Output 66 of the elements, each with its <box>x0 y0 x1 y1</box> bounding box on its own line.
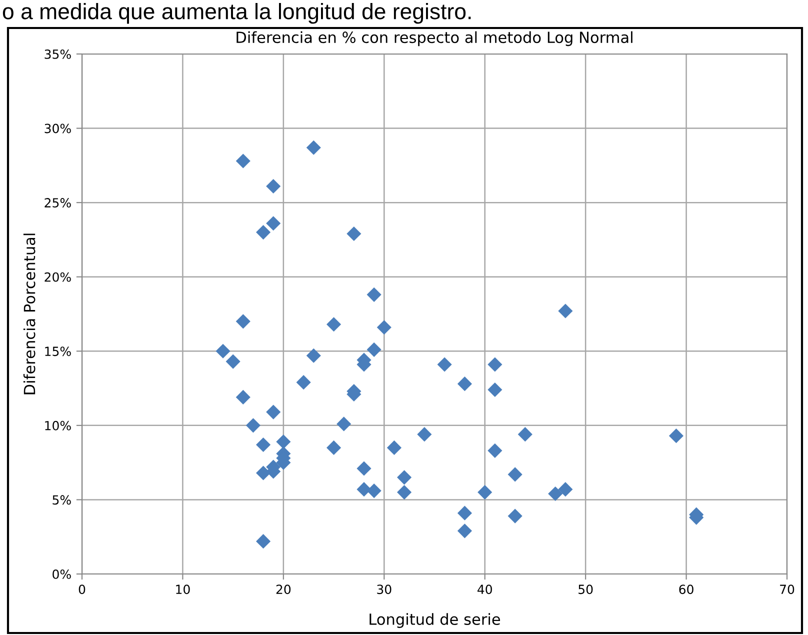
y-tick-label: 20% <box>44 272 71 282</box>
point <box>457 376 472 392</box>
point <box>548 486 563 502</box>
point <box>226 354 240 369</box>
x-tick-label: 30 <box>377 584 392 594</box>
point <box>326 440 342 455</box>
point <box>508 467 522 482</box>
point <box>256 466 271 480</box>
point <box>256 534 271 549</box>
point <box>558 304 573 318</box>
point <box>266 216 281 231</box>
point <box>306 140 321 155</box>
point <box>366 287 382 302</box>
point <box>276 434 291 450</box>
point <box>326 317 342 332</box>
point <box>256 437 271 452</box>
y-tick-label: 15% <box>45 346 71 356</box>
point <box>216 344 230 358</box>
y-axis-title: Diferencia Porcentual <box>23 234 36 394</box>
point <box>457 506 472 520</box>
point <box>558 482 573 497</box>
point <box>488 443 502 458</box>
point <box>457 524 472 538</box>
point <box>346 226 362 242</box>
point <box>246 418 260 433</box>
point <box>336 416 352 432</box>
point <box>296 375 311 390</box>
point <box>417 427 432 442</box>
point <box>437 357 452 372</box>
point <box>376 320 392 335</box>
x-axis-title: Longitud de serie <box>370 613 500 628</box>
point <box>236 390 250 404</box>
chart-title: Diferencia en % con respecto al metodo Log Normal <box>236 31 632 46</box>
y-tick-label: 30% <box>44 124 71 134</box>
point <box>397 470 412 485</box>
point <box>488 357 502 372</box>
point <box>366 342 382 357</box>
point <box>488 382 502 398</box>
x-tick-label: 10 <box>176 584 190 594</box>
point <box>256 225 271 240</box>
point <box>266 178 281 194</box>
x-tick-label: 40 <box>478 584 492 594</box>
y-tick-label: 25% <box>44 198 71 208</box>
y-tick-label: 0% <box>52 569 71 579</box>
y-tick-label: 35% <box>44 49 71 59</box>
point <box>306 348 321 363</box>
x-tick-label: 70 <box>780 584 794 594</box>
x-tick-label: 0 <box>78 584 86 594</box>
point <box>397 485 412 500</box>
point <box>356 482 372 497</box>
point <box>518 427 532 442</box>
x-tick-label: 20 <box>276 584 291 594</box>
point <box>508 508 522 524</box>
y-tick-label: 10% <box>45 420 71 430</box>
point <box>236 154 250 168</box>
point <box>668 428 684 444</box>
point <box>478 485 492 500</box>
y-tick-label: 5% <box>52 495 71 505</box>
point <box>236 314 250 329</box>
x-tick-label: 50 <box>578 584 593 594</box>
point <box>266 404 281 420</box>
x-tick-label: 60 <box>679 584 694 594</box>
point <box>356 461 372 476</box>
point <box>366 484 382 498</box>
text: o a medida que aumenta la longitud de registro. <box>2 3 471 24</box>
point <box>386 440 402 455</box>
